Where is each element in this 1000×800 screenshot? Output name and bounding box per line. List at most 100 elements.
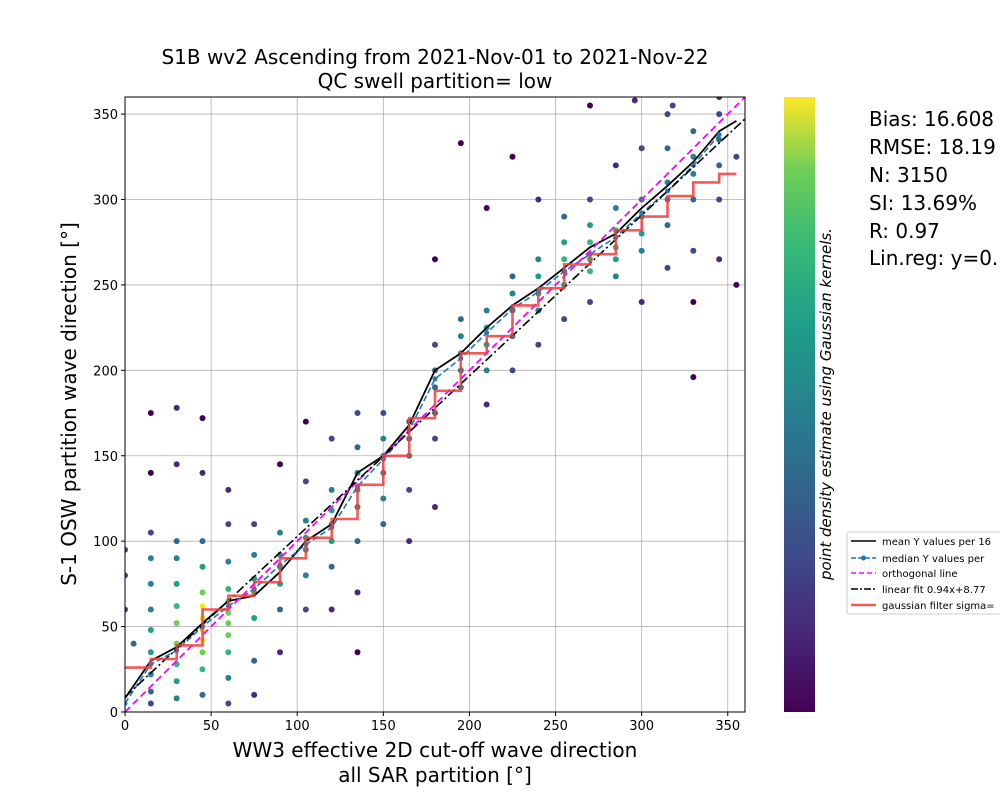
scatter-point (587, 222, 593, 229)
scatter-point (225, 700, 232, 707)
median-marker (125, 700, 128, 706)
x-axis-label-line1: WW3 effective 2D cut-off wave direction (233, 738, 638, 762)
y-tick-label: 150 (93, 450, 118, 465)
scatter-point (587, 239, 593, 246)
stat-n: N: 3150 (869, 163, 948, 187)
scatter-point (147, 469, 154, 476)
scatter-point (587, 299, 593, 305)
scatter-point (173, 695, 180, 702)
scatter-point (328, 435, 335, 442)
y-tick-label: 300 (93, 194, 118, 209)
scatter-point (277, 529, 283, 536)
scatter-point (147, 529, 154, 536)
legend-label-orthogonal: orthogonal line (882, 569, 958, 580)
legend-marker-median (861, 555, 866, 561)
colorbar (784, 97, 815, 712)
scatter-point (535, 341, 542, 348)
scatter-point (225, 558, 232, 565)
scatter-point (147, 410, 154, 417)
y-tick-label: 350 (93, 108, 118, 123)
scatter-point (147, 649, 154, 656)
scatter-point (328, 606, 335, 613)
stat-bias: Bias: 16.608 (869, 107, 994, 131)
scatter-point (225, 486, 232, 493)
scatter-point (328, 538, 335, 545)
scatter-point (690, 374, 697, 381)
x-tick-label: 350 (715, 719, 740, 734)
scatter-point (432, 435, 438, 442)
scatter-point (690, 153, 697, 160)
scatter-point (147, 688, 154, 695)
scatter-point (716, 196, 723, 203)
x-tick-label: 150 (371, 719, 396, 734)
scatter-point (406, 538, 413, 545)
scatter-point (251, 551, 258, 558)
scatter-point (277, 606, 283, 613)
scatter-point (690, 299, 697, 305)
scatter-point (669, 102, 676, 109)
scatter-point (173, 678, 180, 685)
scatter-point (612, 273, 619, 280)
x-tick-label: 250 (543, 719, 568, 734)
scatter-point (147, 555, 154, 562)
scatter-point (354, 538, 361, 545)
scatter-point (733, 153, 740, 160)
scatter-point (457, 140, 464, 147)
scatter-point (225, 649, 232, 656)
scatter-point (509, 273, 516, 280)
scatter-point (483, 367, 490, 374)
scatter-point (716, 97, 723, 100)
scatter-point (535, 256, 542, 263)
scatter-point (199, 563, 206, 570)
x-tick-label: 300 (629, 719, 654, 734)
scatter-point (125, 546, 128, 553)
scatter-point (173, 555, 180, 562)
scatter-point (147, 627, 154, 633)
scatter-point (612, 205, 619, 212)
scatter-point (173, 603, 180, 610)
scatter-point (225, 620, 232, 627)
y-tick-label: 50 (101, 621, 118, 636)
scatter-point (587, 102, 593, 109)
scatter-point (173, 538, 180, 545)
scatter-point (328, 563, 335, 570)
scatter-point (173, 461, 180, 468)
stat-rmse: RMSE: 18.19 (869, 135, 996, 159)
scatter-point (251, 615, 258, 622)
scatter-point (638, 230, 645, 237)
scatter-point (690, 196, 697, 203)
chart-title-line1: S1B wv2 Ascending from 2021-Nov-01 to 20… (161, 45, 708, 69)
scatter-point (535, 273, 542, 280)
scatter-point (690, 247, 697, 254)
series-lines (125, 97, 745, 712)
scatter-point (199, 603, 206, 610)
scatter-point (277, 649, 283, 656)
scatter-point (612, 256, 619, 263)
scatter-point (509, 153, 516, 160)
scatter-point (354, 444, 361, 451)
scatter-point (509, 367, 516, 374)
scatter-point (561, 239, 568, 246)
scatter-point (354, 410, 361, 417)
scatter-point (716, 256, 723, 263)
scatter-point (147, 580, 154, 587)
colorbar-label: point density estimate using Gaussian ke… (817, 228, 835, 581)
scatter-point (690, 170, 697, 177)
scatter-point (328, 486, 335, 493)
scatter-point (612, 162, 619, 169)
scatter-point (483, 205, 490, 212)
legend-label-mean: mean Y values per 16 (882, 537, 991, 548)
scatter-point (483, 307, 490, 314)
scatter-point (251, 691, 258, 698)
scatter-point (664, 264, 671, 271)
scatter-point (199, 666, 206, 673)
legend-label-median: median Y values per (882, 554, 985, 565)
scatter-point (509, 290, 516, 297)
chart-title-line2: QC swell partition= low (318, 69, 553, 93)
scatter-point (199, 538, 206, 545)
scatter-point (199, 415, 206, 422)
scatter-point (302, 478, 309, 485)
stats-block: Bias: 16.608 RMSE: 18.19 N: 3150 SI: 13.… (869, 107, 998, 270)
scatter-point (125, 606, 128, 613)
scatter-point (561, 213, 568, 220)
